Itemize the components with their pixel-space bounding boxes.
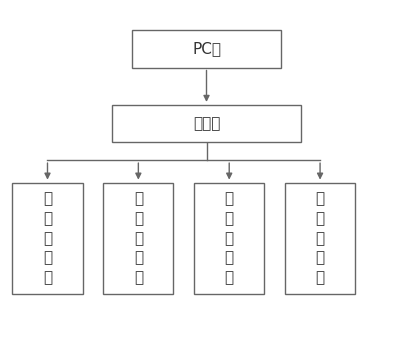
Bar — [103, 183, 173, 294]
Text: 待
升
级
光
猫: 待 升 级 光 猫 — [316, 191, 325, 285]
Bar — [132, 30, 281, 68]
Text: 待
升
级
光
猫: 待 升 级 光 猫 — [134, 191, 143, 285]
Bar — [194, 183, 264, 294]
Text: 待
升
级
光
猫: 待 升 级 光 猫 — [43, 191, 52, 285]
Bar — [112, 105, 301, 142]
Bar — [12, 183, 83, 294]
Text: 交换机: 交换机 — [193, 116, 220, 131]
Text: 待
升
级
光
猫: 待 升 级 光 猫 — [225, 191, 234, 285]
Text: PC机: PC机 — [192, 42, 221, 56]
Bar — [285, 183, 355, 294]
